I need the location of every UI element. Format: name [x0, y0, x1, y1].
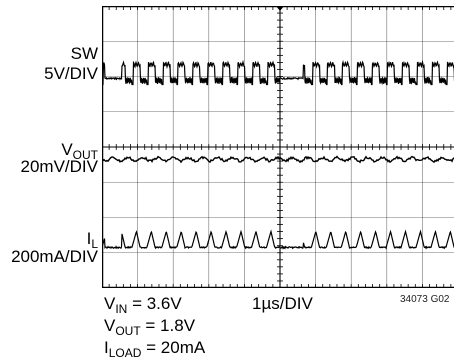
il-trace — [102, 229, 454, 250]
sw-label: SW — [71, 44, 98, 63]
traces — [102, 59, 454, 250]
condition-vin: VIN = 3.6V — [104, 294, 182, 316]
vout-label: VOUT — [61, 140, 98, 162]
sw-scale: 5V/DIV — [44, 64, 98, 83]
condition-iload: ILOAD = 20mA — [104, 338, 206, 360]
vout-trace — [102, 155, 454, 164]
sw-trace — [102, 59, 454, 86]
il-scale: 200mA/DIV — [11, 247, 98, 266]
figure-id: 34073 G02 — [400, 294, 450, 305]
trigger-marker — [276, 6, 284, 11]
sw-name: SW — [70, 44, 98, 63]
oscilloscope-screen — [102, 6, 454, 288]
timebase-label: 1µs/DIV — [252, 294, 313, 313]
grid — [102, 6, 454, 288]
condition-vout: VOUT = 1.8V — [104, 316, 196, 338]
vout-scale: 20mV/DIV — [20, 157, 98, 176]
il-label: IL — [86, 229, 98, 251]
